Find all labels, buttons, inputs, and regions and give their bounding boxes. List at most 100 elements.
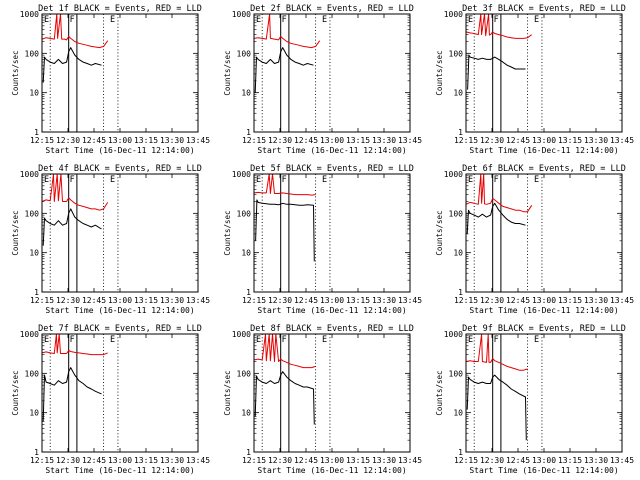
y-tick-label: 100 xyxy=(25,209,40,218)
x-tick-label: 13:00 xyxy=(532,136,556,145)
x-tick-label: 12:45 xyxy=(294,296,318,305)
x-tick-label: 13:15 xyxy=(134,456,158,465)
panel-title: Det 3f BLACK = Events, RED = LLD xyxy=(462,4,626,14)
y-tick-label: 1000 xyxy=(444,170,463,179)
y-tick-label: 1000 xyxy=(232,330,251,339)
x-tick-label: 12:45 xyxy=(82,296,106,305)
marker-letter-right: E xyxy=(534,175,539,185)
y-tick-label: 10 xyxy=(453,409,463,418)
x-tick-label: 12:45 xyxy=(506,296,530,305)
x-tick-label: 13:15 xyxy=(134,136,158,145)
x-tick-label: 12:45 xyxy=(506,136,530,145)
events-series-line xyxy=(466,374,527,441)
marker-letter-left: E xyxy=(468,175,473,185)
x-tick-label: 12:45 xyxy=(506,456,530,465)
x-tick-label: 13:45 xyxy=(398,296,422,305)
y-tick-label: 10 xyxy=(29,249,39,258)
marker-letter-left: E xyxy=(44,335,49,345)
x-tick-label: 13:45 xyxy=(610,136,634,145)
x-tick-label: 13:45 xyxy=(186,296,210,305)
plot-frame xyxy=(253,333,411,453)
lld-series-line xyxy=(41,333,108,356)
y-tick-label: 1000 xyxy=(20,10,39,19)
x-tick-label: 12:30 xyxy=(480,136,504,145)
events-series-line xyxy=(466,202,526,234)
y-tick-label: 10 xyxy=(453,249,463,258)
events-series-line xyxy=(467,54,526,90)
plot-frame xyxy=(253,13,411,133)
x-tick-label: 12:15 xyxy=(242,456,266,465)
y-tick-label: 1000 xyxy=(20,330,39,339)
events-series-line xyxy=(42,208,102,246)
x-tick-label: 12:30 xyxy=(56,456,80,465)
y-tick-label: 1000 xyxy=(20,170,39,179)
x-tick-label: 13:00 xyxy=(108,296,132,305)
events-series-line xyxy=(42,47,102,83)
x-axis-label: Start Time (16-Dec-11 12:14:00) xyxy=(257,146,406,155)
x-tick-label: 13:30 xyxy=(584,456,608,465)
lld-series-line xyxy=(253,173,316,196)
y-tick-label: 1000 xyxy=(444,330,463,339)
y-axis-label: Counts/sec xyxy=(435,370,444,415)
marker-letter-right: E xyxy=(322,175,327,185)
y-tick-label: 1 xyxy=(34,448,39,457)
x-tick-label: 13:15 xyxy=(134,296,158,305)
events-series-line xyxy=(42,367,102,422)
x-tick-label: 13:15 xyxy=(558,296,582,305)
x-tick-label: 12:45 xyxy=(82,136,106,145)
x-axis-label: Start Time (16-Dec-11 12:14:00) xyxy=(45,466,194,475)
y-axis-label: Counts/sec xyxy=(11,370,20,415)
y-tick-label: 100 xyxy=(449,49,464,58)
x-axis-label: Start Time (16-Dec-11 12:14:00) xyxy=(469,466,618,475)
y-tick-label: 1000 xyxy=(444,10,463,19)
x-tick-label: 13:45 xyxy=(186,456,210,465)
y-axis-label: Counts/sec xyxy=(11,210,20,255)
y-tick-label: 10 xyxy=(241,89,251,98)
x-tick-label: 13:45 xyxy=(610,296,634,305)
marker-letter-left: E xyxy=(256,15,261,25)
lld-series-line xyxy=(465,173,533,213)
x-tick-label: 12:15 xyxy=(454,136,478,145)
marker-letter-left: E xyxy=(256,175,261,185)
x-tick-label: 13:30 xyxy=(372,296,396,305)
plot-frame xyxy=(253,173,411,293)
x-tick-label: 12:30 xyxy=(480,456,504,465)
x-tick-label: 12:15 xyxy=(30,456,54,465)
y-axis-label: Counts/sec xyxy=(223,370,232,415)
x-tick-label: 12:15 xyxy=(242,136,266,145)
y-tick-label: 1 xyxy=(246,288,251,297)
panel-title: Det 2f BLACK = Events, RED = LLD xyxy=(250,4,414,14)
y-axis-label: Counts/sec xyxy=(11,50,20,95)
panel-title: Det 5f BLACK = Events, RED = LLD xyxy=(250,164,414,174)
x-tick-label: 13:30 xyxy=(584,296,608,305)
x-tick-label: 12:45 xyxy=(294,456,318,465)
x-tick-label: 13:00 xyxy=(532,456,556,465)
lld-series-line xyxy=(253,333,316,369)
x-tick-label: 12:15 xyxy=(30,296,54,305)
y-tick-label: 100 xyxy=(237,49,252,58)
marker-letter-right: E xyxy=(322,15,327,25)
marker-letter-right: E xyxy=(534,335,539,345)
panel-title: Det 4f BLACK = Events, RED = LLD xyxy=(38,164,202,174)
x-tick-label: 13:45 xyxy=(398,136,422,145)
marker-letter-mid: F xyxy=(70,175,75,185)
marker-letter-mid: F xyxy=(282,175,287,185)
marker-letter-mid: F xyxy=(282,15,287,25)
y-tick-label: 1 xyxy=(246,448,251,457)
events-series-line xyxy=(255,199,315,262)
x-tick-label: 12:45 xyxy=(82,456,106,465)
lld-series-line xyxy=(41,13,109,49)
x-tick-label: 12:30 xyxy=(56,296,80,305)
x-tick-label: 13:45 xyxy=(610,456,634,465)
plot-frame xyxy=(465,173,623,293)
x-tick-label: 13:30 xyxy=(160,456,184,465)
y-axis-label: Counts/sec xyxy=(223,210,232,255)
marker-letter-right: E xyxy=(322,335,327,345)
x-tick-label: 12:30 xyxy=(56,136,80,145)
x-tick-label: 13:15 xyxy=(558,136,582,145)
marker-letter-left: E xyxy=(468,15,473,25)
